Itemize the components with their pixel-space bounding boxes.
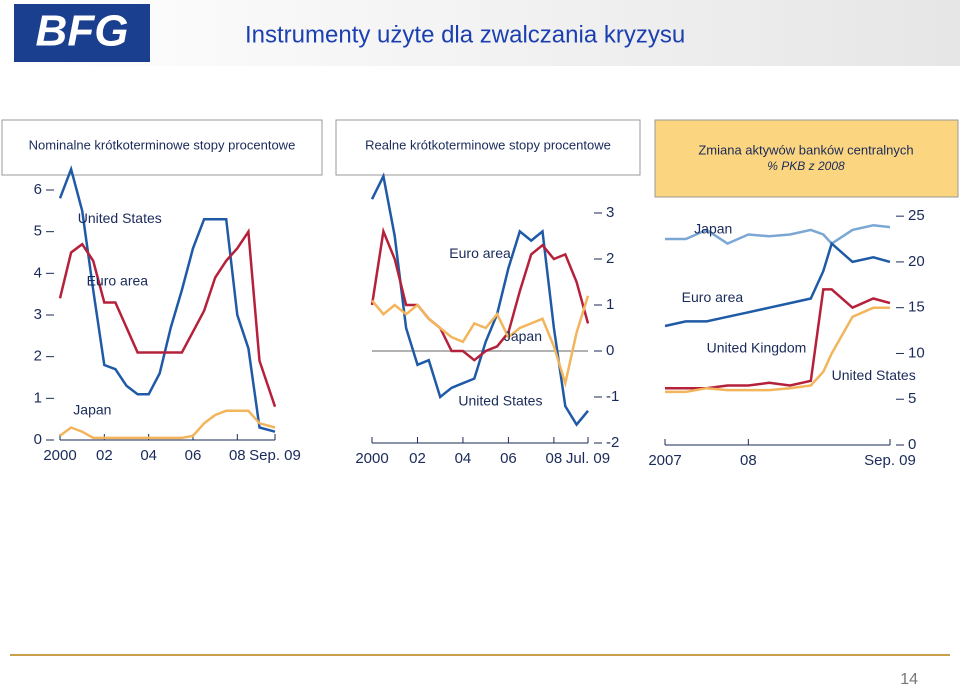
y-tick-label: 0 [908, 436, 916, 453]
line-series [370, 172, 589, 427]
series-label: Japan [694, 221, 732, 237]
x-tick-label: 08 [229, 447, 246, 464]
logo: BFG [36, 7, 129, 56]
x-tick-label: 08 [546, 450, 563, 467]
y-tick-label: 2 [606, 250, 614, 267]
y-tick-label: 5 [34, 223, 42, 240]
y-tick-label: 2 [34, 348, 42, 365]
y-tick-label: 0 [34, 431, 42, 448]
y-tick-label: 4 [34, 264, 42, 281]
x-tick-label: 04 [140, 447, 157, 464]
series-label: Euro area [87, 272, 149, 288]
x-tick-label: Jul. 09 [566, 450, 610, 467]
series-label: Japan [504, 328, 542, 344]
header-band [0, 0, 960, 66]
panel-title: Zmiana aktywów banków centralnych [698, 142, 913, 157]
y-tick-label: 5 [908, 390, 916, 407]
x-tick-label: 2000 [43, 447, 76, 464]
line-series [58, 228, 277, 408]
series-label: United Kingdom [707, 340, 807, 356]
panel-title: Realne krótkoterminowe stopy procentowe [365, 137, 611, 152]
x-tick-label: 02 [96, 447, 113, 464]
y-tick-label: 10 [908, 344, 925, 361]
line-series [665, 306, 890, 394]
y-tick-label: -1 [606, 388, 619, 405]
y-tick-label: 1 [34, 389, 42, 406]
x-tick-label: 2000 [355, 450, 388, 467]
line-series [371, 295, 590, 389]
x-tick-label: 08 [740, 452, 757, 469]
panel-header [335, 119, 641, 176]
line-series [59, 409, 276, 440]
y-tick-label: 3 [34, 306, 42, 323]
y-tick-label: 20 [908, 253, 925, 270]
y-tick-label: 1 [606, 296, 614, 313]
panel-title: Nominalne krótkoterminowe stopy procento… [29, 137, 296, 152]
x-tick-label: 2007 [648, 452, 681, 469]
line-series [664, 241, 891, 328]
x-tick-label: 02 [409, 450, 426, 467]
page-number: 14 [900, 671, 918, 687]
series-label: United States [832, 367, 916, 383]
panel-subtitle: % PKB z 2008 [767, 159, 845, 173]
x-tick-label: Sep. 09 [249, 447, 301, 464]
panel-header [654, 119, 959, 198]
series-label: Euro area [449, 245, 511, 261]
logo-box [14, 4, 150, 62]
x-tick-label: 06 [500, 450, 517, 467]
line-series [665, 224, 891, 246]
series-label: Euro area [682, 289, 744, 305]
y-tick-label: 0 [606, 342, 614, 359]
series-label: Japan [73, 402, 111, 418]
line-series [58, 165, 276, 433]
y-tick-label: 15 [908, 299, 925, 316]
x-tick-label: 06 [185, 447, 202, 464]
y-tick-label: 6 [34, 181, 42, 198]
x-tick-label: Sep. 09 [864, 452, 916, 469]
series-label: United States [458, 392, 542, 408]
panel-header [1, 119, 323, 176]
series-label: United States [78, 210, 162, 226]
y-tick-label: -2 [606, 434, 619, 451]
x-tick-label: 04 [455, 450, 472, 467]
y-tick-label: 3 [606, 204, 614, 221]
y-tick-label: 25 [908, 207, 925, 224]
slide-title: Instrumenty użyte dla zwalczania kryzysu [245, 21, 685, 48]
line-series [370, 226, 590, 362]
